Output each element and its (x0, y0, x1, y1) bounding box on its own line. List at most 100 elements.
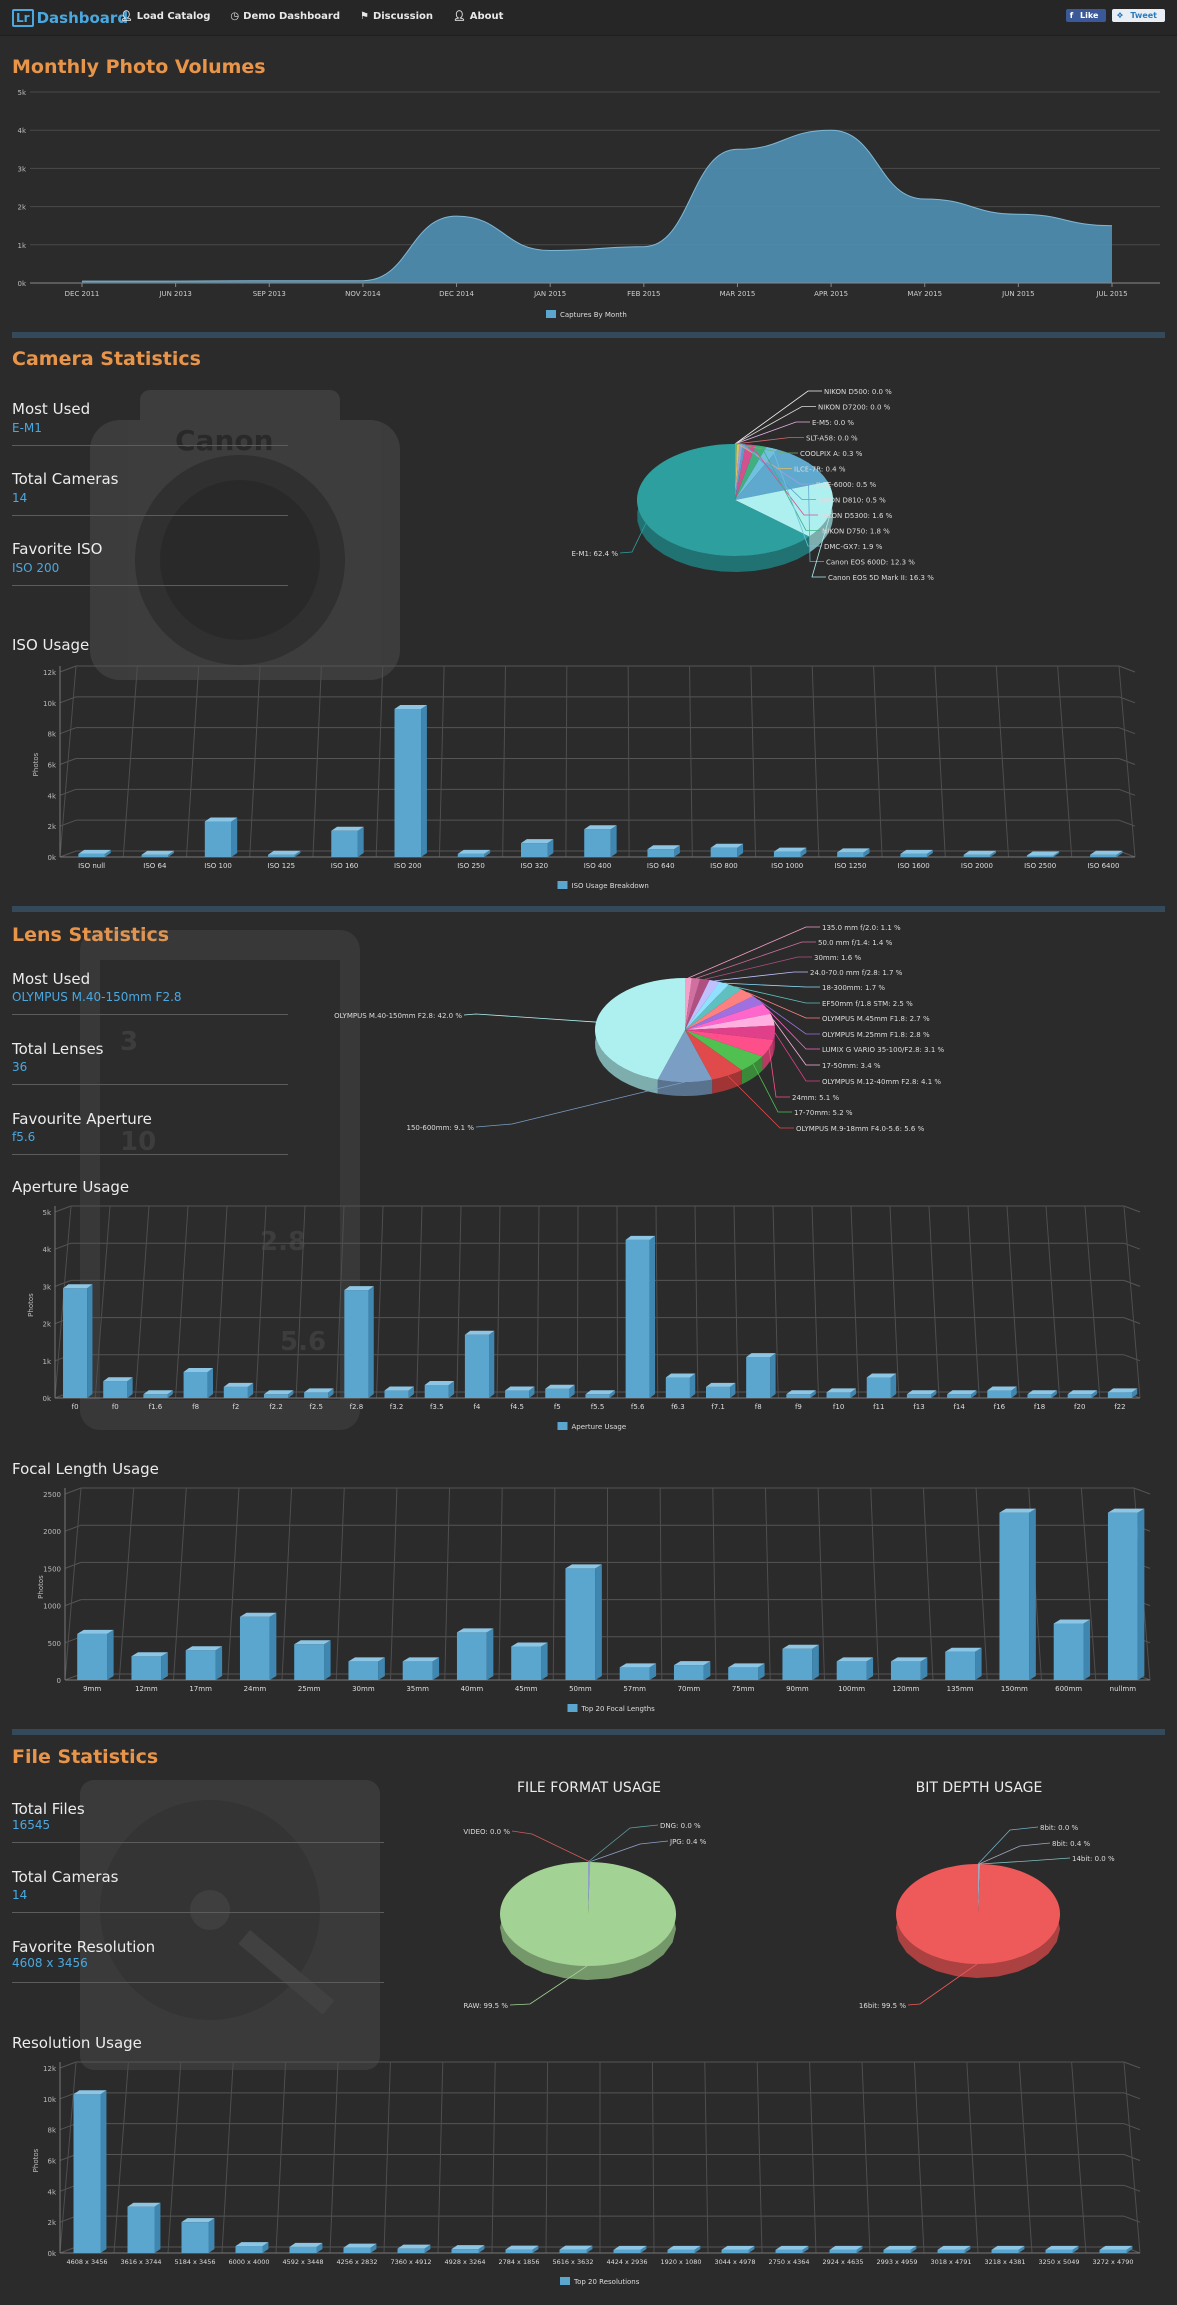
nav-load-catalog[interactable]: 👤︎ Load Catalog (120, 11, 210, 22)
x-tick-label: 2750 x 4364 (768, 2258, 809, 2266)
bar-side (1137, 1508, 1145, 1680)
bar (829, 2249, 857, 2253)
tweet-button[interactable]: ❖ Tweet (1112, 9, 1165, 22)
gridline-left (54, 1279, 72, 1287)
bar-top (77, 1629, 114, 1634)
pie-slice (685, 1003, 771, 1030)
gridline-left (59, 2123, 77, 2131)
gridline-vertical (995, 665, 1010, 858)
bar-side (1018, 2245, 1025, 2253)
pie-leader-line (907, 1963, 978, 2006)
gridline-vertical (764, 1487, 771, 1681)
gridline-vertical (913, 2061, 925, 2254)
y-tick-label: 3k (17, 165, 26, 173)
nav-about[interactable]: 👤︎ About (453, 11, 503, 22)
gridline-vertical (811, 665, 820, 858)
pie-leader-line (509, 1965, 588, 2006)
bar (394, 709, 422, 857)
bar-side (316, 2242, 323, 2253)
bar-side (168, 850, 174, 857)
x-tick-label: JUL 2015 (1095, 290, 1127, 298)
pie-slice (657, 1030, 713, 1082)
bar-top (1067, 1390, 1098, 1395)
nav-discussion[interactable]: ⚑ Discussion (360, 11, 433, 22)
gridline-vertical (416, 1205, 423, 1399)
gridline-vertical (64, 1487, 82, 1681)
x-tick-label: ISO 1250 (834, 862, 866, 870)
bar-side (1051, 1390, 1057, 1398)
bar (464, 1334, 489, 1398)
pie-label: LUMIX G VARIO 35-100/F2.8: 3.1 % (822, 1046, 944, 1054)
pie-slice-side (741, 1056, 763, 1085)
gridline-vertical (118, 1487, 135, 1681)
bar-top (706, 1382, 736, 1387)
lens-background-image: 3 10 2.8 5.6 (80, 930, 360, 1430)
x-tick-label: 3044 x 4978 (714, 2258, 755, 2266)
x-tick-label: 3250 x 5049 (1038, 2258, 1079, 2266)
y-axis-label: Photos (32, 2148, 40, 2172)
gridline-vertical (811, 1205, 820, 1399)
bar-side (294, 850, 301, 857)
bar-top (1090, 850, 1123, 855)
gridline-vertical (215, 1205, 228, 1399)
bar-top (826, 1388, 856, 1393)
pie-slice (735, 445, 767, 500)
file-fav-resolution-value: 4608 x 3456 (12, 1956, 88, 1970)
x-tick-label: f13 (913, 1403, 924, 1411)
bullhorn-icon: ⚑ (359, 11, 369, 22)
bar-top (619, 1663, 657, 1668)
pie-slice-side (637, 444, 810, 572)
pie-label: E-M5: 0.0 % (812, 419, 854, 427)
y-tick-label: 4k (42, 1246, 51, 1254)
bar-top (991, 2245, 1025, 2250)
x-tick-label: f2.8 (350, 1403, 364, 1411)
nav-link-label: Load Catalog (136, 11, 211, 22)
bar-top (141, 850, 174, 855)
facebook-like-button[interactable]: f Like (1065, 9, 1107, 22)
y-tick-label: 1000 (43, 1603, 61, 1611)
gridline-right (1123, 2123, 1141, 2131)
brand-logo[interactable]: Lr Dashboard (12, 8, 128, 28)
gridline-vertical (173, 1487, 187, 1681)
bar-top (456, 1628, 494, 1633)
gridline-vertical (809, 2061, 817, 2254)
file-format-pie-chart: DNG: 0.0 % JPG: 0.4 % VIDEO: 0.0 % RAW: 99.… (463, 1822, 707, 2010)
bar-side (1053, 851, 1060, 857)
bar-side (856, 2245, 863, 2253)
pie-leader-line (463, 1013, 597, 1023)
bar (457, 853, 485, 857)
bar (204, 821, 232, 857)
bar (451, 2249, 479, 2253)
pie-slice (735, 444, 756, 500)
y-tick-label: 2k (17, 204, 26, 212)
bar (185, 1650, 216, 1680)
gridline-vertical (437, 2061, 444, 2254)
bar-top (451, 2245, 485, 2250)
bar-top (183, 1367, 214, 1372)
gridline-left (59, 665, 77, 673)
svg-text:2.8: 2.8 (260, 1227, 306, 1257)
pie-slice (895, 1864, 1060, 1964)
bar (584, 829, 611, 857)
bar (728, 1667, 759, 1680)
bar (773, 851, 801, 857)
bar-top (424, 1380, 455, 1385)
bar (344, 1290, 369, 1398)
bar-top (1026, 851, 1060, 856)
gridline-vertical (113, 2061, 129, 2254)
nav-demo-dashboard[interactable]: ◷ Demo Dashboard (230, 11, 340, 22)
bar-top (331, 826, 364, 831)
bar-side (154, 2202, 161, 2253)
bar (505, 1390, 530, 1398)
x-tick-label: 40mm (461, 1685, 484, 1693)
pie-label: JPG: 0.4 % (669, 1838, 707, 1846)
gridline-vertical (491, 2061, 496, 2254)
bar-top (866, 1373, 897, 1378)
camera-background-image: Canon (90, 390, 400, 680)
bar-side (640, 2245, 647, 2253)
gridline-vertical (94, 1205, 111, 1399)
bar-side (737, 843, 744, 857)
bar-top (1027, 1390, 1057, 1395)
gridline-vertical (536, 1205, 540, 1399)
bar-top (204, 817, 238, 822)
